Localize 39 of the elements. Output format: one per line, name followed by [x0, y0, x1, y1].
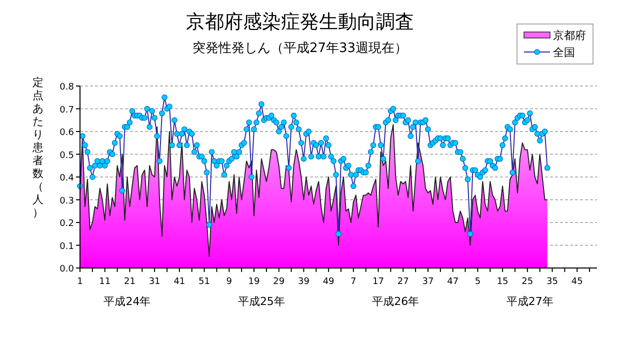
- x-tick-label: 21: [124, 277, 136, 287]
- x-tick-label: 29: [273, 277, 285, 287]
- x-tick-label: 5: [474, 277, 481, 287]
- text: 平成24年: [104, 295, 151, 308]
- y-tick-label: 0.0: [60, 264, 74, 274]
- x-tick-label: 31: [148, 277, 160, 287]
- y-tick-label: 0.3: [60, 196, 74, 206]
- y-tick-label: 0.5: [60, 150, 74, 161]
- x-tick-label: 47: [447, 277, 459, 287]
- x-tick-label: 7: [350, 277, 356, 287]
- x-tick-label: 15: [496, 277, 508, 287]
- y-tick-label: 0.1: [60, 242, 74, 252]
- x-tick-label: 35: [546, 277, 558, 287]
- y-tick-label: 0.8: [60, 82, 74, 92]
- x-tick-label: 17: [372, 277, 384, 287]
- x-tick-label: 19: [248, 277, 260, 287]
- x-tick-label: 39: [298, 277, 310, 287]
- x-tick-label: 49: [322, 277, 335, 287]
- x-tick-label: 27: [397, 277, 409, 287]
- x-tick-label: 37: [422, 277, 434, 287]
- chart-subtitle: 突発性発しん（平成27年33週現在）: [192, 41, 408, 56]
- x-tick-label: 1: [77, 277, 83, 287]
- y-tick-label: 0.6: [60, 128, 74, 138]
- legend-label: 京都府: [553, 29, 586, 42]
- y-tick-label: 0.2: [60, 219, 74, 229]
- x-tick-label: 9: [226, 277, 232, 287]
- legend-label: 全国: [553, 46, 575, 59]
- x-tick-label: 25: [522, 277, 534, 287]
- chart-title: 京都府感染症発生動向調査: [186, 11, 414, 33]
- y-tick-label: 0.4: [60, 174, 74, 184]
- y-tick-label: 0.7: [60, 105, 74, 116]
- x-tick-label: 45: [571, 277, 583, 287]
- text: 平成25年: [238, 295, 285, 308]
- x-tick-label: 11: [99, 277, 111, 287]
- text: 平成27年: [506, 295, 554, 308]
- x-tick-label: 41: [174, 277, 186, 287]
- text: 平成26年: [372, 295, 420, 308]
- x-tick-label: 51: [198, 277, 210, 287]
- text: 定点あたり患者数（人）: [32, 76, 44, 219]
